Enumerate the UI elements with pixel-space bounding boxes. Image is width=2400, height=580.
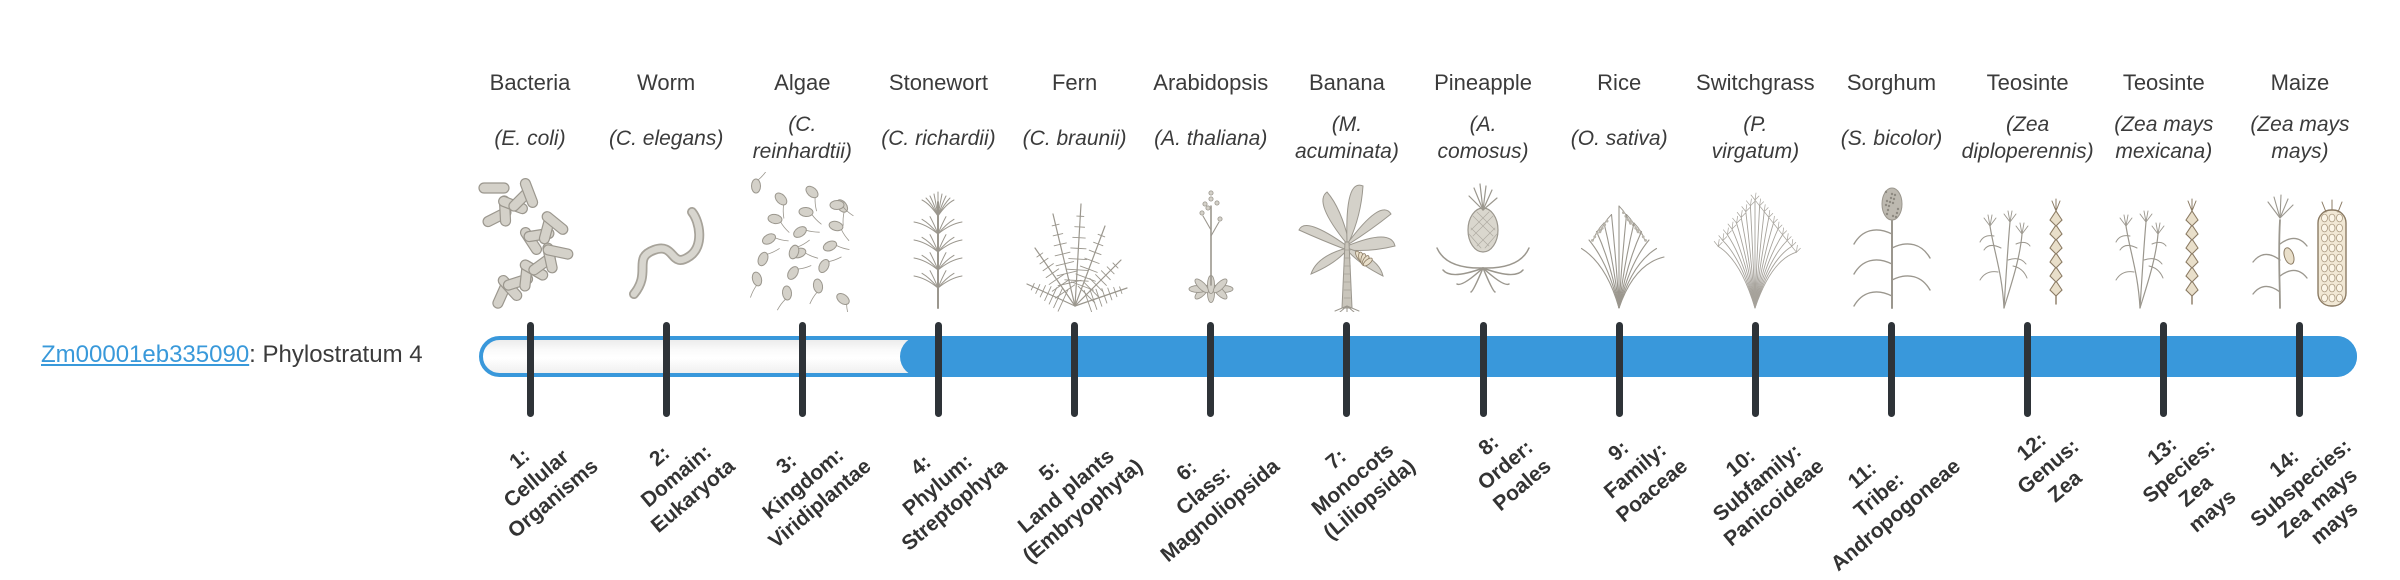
teosinte-icon — [2089, 168, 2239, 312]
timeline-tick — [1751, 322, 1759, 417]
stratum-label-text: 12: Genus: Zea — [2012, 428, 2087, 508]
organism-sci-name: (M. acuminata) — [1294, 113, 1399, 163]
organism-name: Bacteria — [489, 70, 571, 95]
timeline-tick — [1888, 322, 1895, 417]
organism-name: Worm — [637, 70, 696, 95]
fern-icon — [1000, 168, 1150, 312]
stratum-label-text: 3: Kingdom: Viridiplantae — [757, 443, 876, 553]
teosinte-icon — [1953, 168, 2103, 312]
rice-icon — [1544, 168, 1694, 312]
organism-name: Algae — [774, 70, 831, 95]
arabidopsis-icon — [1136, 168, 1286, 312]
timeline-tick — [1207, 322, 1215, 417]
timeline-tick — [1615, 322, 1623, 417]
organism-sci-name: (E. coli) — [494, 126, 566, 150]
organism-name: Teosinte — [1986, 70, 2069, 95]
organism-name: Stonewort — [888, 70, 988, 95]
organism-sci-name: (S. bicolor) — [1840, 126, 1943, 150]
stratum-label-text: 13: Species: Zea mays — [2138, 432, 2241, 538]
stratum-label-text: 4: Phylum: Streptophyta — [897, 449, 1012, 556]
timeline-tick — [1479, 322, 1487, 417]
organism-name: Sorghum — [1846, 70, 1937, 95]
switchgrass-icon — [1680, 168, 1830, 312]
organism-sci-name: (Zea mays mexicana) — [2114, 113, 2214, 163]
timeline-tick — [2296, 322, 2304, 417]
pineapple-icon — [1408, 168, 1558, 312]
organism-sci-name: (C. richardii) — [881, 126, 996, 150]
gene-id-link[interactable]: Zm00001eb335090 — [41, 341, 250, 368]
organism-name: Arabidopsis — [1153, 70, 1269, 95]
organism-sci-name: (A. thaliana) — [1154, 126, 1268, 150]
worm-icon — [591, 168, 741, 312]
stratum-label-text: 6: Class: Magnoliopsida — [1156, 454, 1284, 567]
organism-name: Fern — [1051, 70, 1098, 95]
timeline-tick — [662, 322, 670, 417]
organism-sci-name: (P. virgatum) — [1711, 113, 1800, 163]
organism-name: Pineapple — [1434, 70, 1532, 95]
stratum-label-text: 1: Cellular Organisms — [499, 444, 603, 543]
algae-icon — [727, 168, 877, 312]
organism-sci-name: (C. braunii) — [1022, 126, 1127, 150]
timeline-tick — [1071, 322, 1079, 417]
organism-name: Maize — [2270, 70, 2330, 95]
organism-name: Rice — [1597, 70, 1642, 95]
bacteria-icon — [455, 168, 605, 312]
banana-icon — [1272, 168, 1422, 312]
timeline-tick — [2160, 322, 2168, 417]
stratum-label-text: 2: Domain: Eukaryota — [636, 440, 739, 538]
gene-label: Zm00001eb335090: Phylostratum 4 — [41, 341, 423, 369]
stratum-label-text: 7: Monocots (Liliopsida) — [1307, 438, 1420, 545]
organism-name: Teosinte — [2122, 70, 2205, 95]
phylostratum-bar — [479, 336, 2357, 377]
timeline-tick — [934, 322, 942, 417]
stratum-label-text: 9: Family: Poaceae — [1599, 436, 1693, 528]
stratum-label-text: 14: Subspecies: Zea mays mays — [2246, 434, 2363, 550]
organism-name: Banana — [1308, 70, 1385, 95]
maize-icon — [2225, 168, 2375, 312]
organism-sci-name: (C. reinhardtii) — [752, 113, 852, 163]
timeline-tick — [1343, 322, 1351, 417]
stratum-label-text: 5: Land plants (Embryophyta) — [1014, 444, 1148, 568]
organism-sci-name: (C. elegans) — [608, 126, 724, 150]
phylostratum-text: : Phylostratum 4 — [249, 341, 423, 368]
stonewort-icon — [863, 168, 1013, 312]
timeline-tick — [798, 322, 806, 417]
stratum-label-text: 11: Tribe: Andropogoneae — [1826, 454, 1965, 576]
sorghum-icon — [1817, 168, 1967, 312]
organism-sci-name: (Zea diploperennis) — [1961, 113, 2094, 163]
stratum-label-text: 8: Order: Poales — [1473, 430, 1556, 516]
organism-name: Switchgrass — [1696, 70, 1815, 95]
bar-fill — [900, 336, 2357, 377]
organism-sci-name: (Zea mays mays) — [2250, 113, 2350, 163]
organism-sci-name: (O. sativa) — [1570, 126, 1668, 150]
timeline-tick — [526, 322, 534, 417]
organism-sci-name: (A. comosus) — [1437, 113, 1529, 163]
timeline-tick — [2024, 322, 2032, 417]
